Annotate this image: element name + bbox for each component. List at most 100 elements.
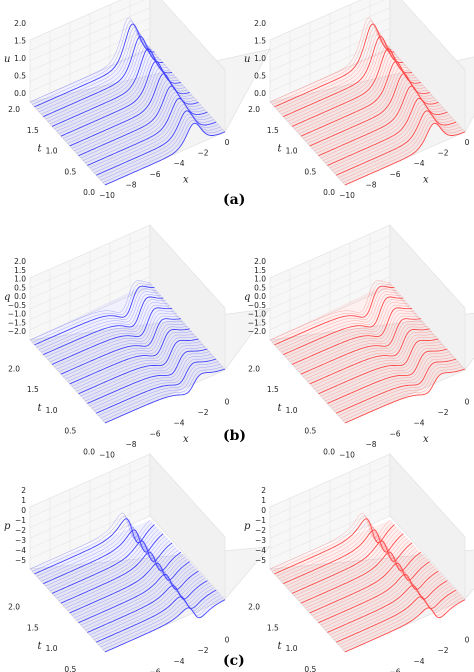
- surface-line: [43, 529, 164, 585]
- surface-line: [69, 328, 190, 385]
- z-tick-label: 1.5: [254, 37, 266, 46]
- surface-line: [283, 529, 404, 585]
- z-tick-label: 1.5: [14, 266, 26, 275]
- t-tick-label: 2.0: [8, 364, 20, 373]
- t-axis-label: t: [38, 641, 43, 652]
- surface-line: [311, 331, 432, 387]
- surface-line: [289, 304, 410, 363]
- x-tick-label: −2: [197, 408, 208, 417]
- x-axis-label: x: [183, 175, 189, 186]
- surface-line: [34, 23, 155, 108]
- z-tick-label: 0.0: [14, 292, 26, 301]
- x-tick-label: −8: [365, 180, 376, 189]
- surface-line: [298, 315, 419, 372]
- surface-line: [309, 72, 430, 147]
- surface-fill: [30, 282, 225, 423]
- surface-line: [34, 285, 155, 346]
- surface-fill: [270, 520, 465, 652]
- z-axis-label: q: [4, 292, 10, 303]
- surface-line: [104, 122, 226, 186]
- surface-line: [104, 368, 226, 424]
- t-tick-label: 1.5: [267, 385, 279, 394]
- surface-line: [318, 570, 439, 624]
- t-tick-label: 0.0: [83, 447, 95, 456]
- surface-line: [338, 113, 459, 178]
- t-axis-label: t: [38, 403, 43, 414]
- x-tick-label: 0: [225, 397, 230, 406]
- t-tick-label: 2.0: [248, 364, 260, 373]
- z-tick-label: 2.0: [14, 19, 26, 28]
- z-tick-label: 0.5: [254, 72, 266, 81]
- x-tick-label: 0: [465, 636, 470, 645]
- surface-line: [280, 294, 402, 353]
- surface-plot-c-left: −10−8−6−4−20x0.00.51.01.52.0t−5−4−3−2−10…: [4, 453, 271, 672]
- z-tick-label: 1.0: [254, 275, 266, 284]
- x-axis-label: x: [183, 434, 189, 445]
- surface-line: [303, 321, 424, 377]
- surface-line: [71, 331, 192, 387]
- surface-line: [318, 338, 439, 395]
- surface-line: [71, 76, 192, 149]
- surface-line: [63, 64, 184, 139]
- surface-line: [96, 110, 217, 176]
- t-tick-label: 0.0: [83, 188, 95, 197]
- surface-line: [85, 578, 206, 631]
- surface-line: [303, 64, 424, 139]
- z-tick-label: −4: [15, 546, 26, 555]
- x-tick-label: −2: [437, 646, 448, 655]
- surface-line: [34, 518, 155, 575]
- panel-label-c: (c): [223, 653, 245, 669]
- z-tick-label: −2.0: [248, 327, 266, 336]
- x-tick-label: 0: [225, 138, 230, 147]
- surface-line: [51, 307, 173, 365]
- t-tick-label: 2.0: [248, 105, 260, 114]
- surface-line: [274, 518, 395, 575]
- surface-line: [80, 341, 201, 397]
- surface-line: [311, 76, 432, 149]
- z-tick-label: −1.0: [248, 310, 266, 319]
- surface-line: [309, 328, 430, 385]
- surface-line: [65, 323, 186, 380]
- surface-line: [331, 353, 452, 409]
- t-axis-label: t: [278, 641, 283, 652]
- surface-line: [333, 356, 455, 411]
- x-tick-label: −2: [197, 149, 208, 158]
- x-tick-label: −2: [437, 149, 448, 158]
- x-tick-label: −2: [197, 646, 208, 655]
- z-tick-label: 2.0: [254, 257, 266, 266]
- surface-line: [102, 597, 223, 650]
- surface-line: [54, 51, 175, 130]
- x-tick-label: −6: [149, 170, 160, 179]
- z-tick-label: 1.5: [14, 37, 26, 46]
- surface-line: [74, 333, 195, 389]
- z-tick-label: 1.0: [254, 54, 266, 63]
- surface-line: [340, 594, 461, 648]
- t-tick-label: 2.0: [8, 603, 20, 612]
- t-tick-label: 0.5: [64, 427, 76, 436]
- surface-line: [29, 280, 151, 341]
- surface-line: [325, 346, 446, 402]
- x-axis-label: x: [423, 175, 429, 186]
- surface-line: [78, 338, 199, 395]
- surface-line: [278, 29, 399, 112]
- t-tick-label: 1.0: [46, 406, 58, 415]
- t-axis-label: t: [38, 144, 43, 155]
- surface-line: [274, 23, 395, 108]
- surface-line: [58, 315, 179, 372]
- z-tick-label: −3: [255, 536, 266, 545]
- surface-line: [285, 532, 406, 587]
- t-tick-label: 1.0: [286, 406, 298, 415]
- t-axis-label: t: [278, 144, 283, 155]
- surface-line: [36, 26, 157, 110]
- surface-line: [100, 116, 221, 181]
- z-tick-label: −1.5: [248, 318, 266, 327]
- t-tick-label: 1.0: [46, 147, 58, 156]
- surface-line: [47, 302, 168, 360]
- surface-line: [329, 582, 450, 636]
- surface-line: [291, 307, 413, 365]
- x-tick-label: −6: [389, 170, 400, 179]
- t-tick-label: 0.5: [304, 427, 316, 436]
- surface-line: [287, 42, 408, 122]
- surface-line: [305, 323, 426, 380]
- x-tick-label: −6: [149, 667, 160, 672]
